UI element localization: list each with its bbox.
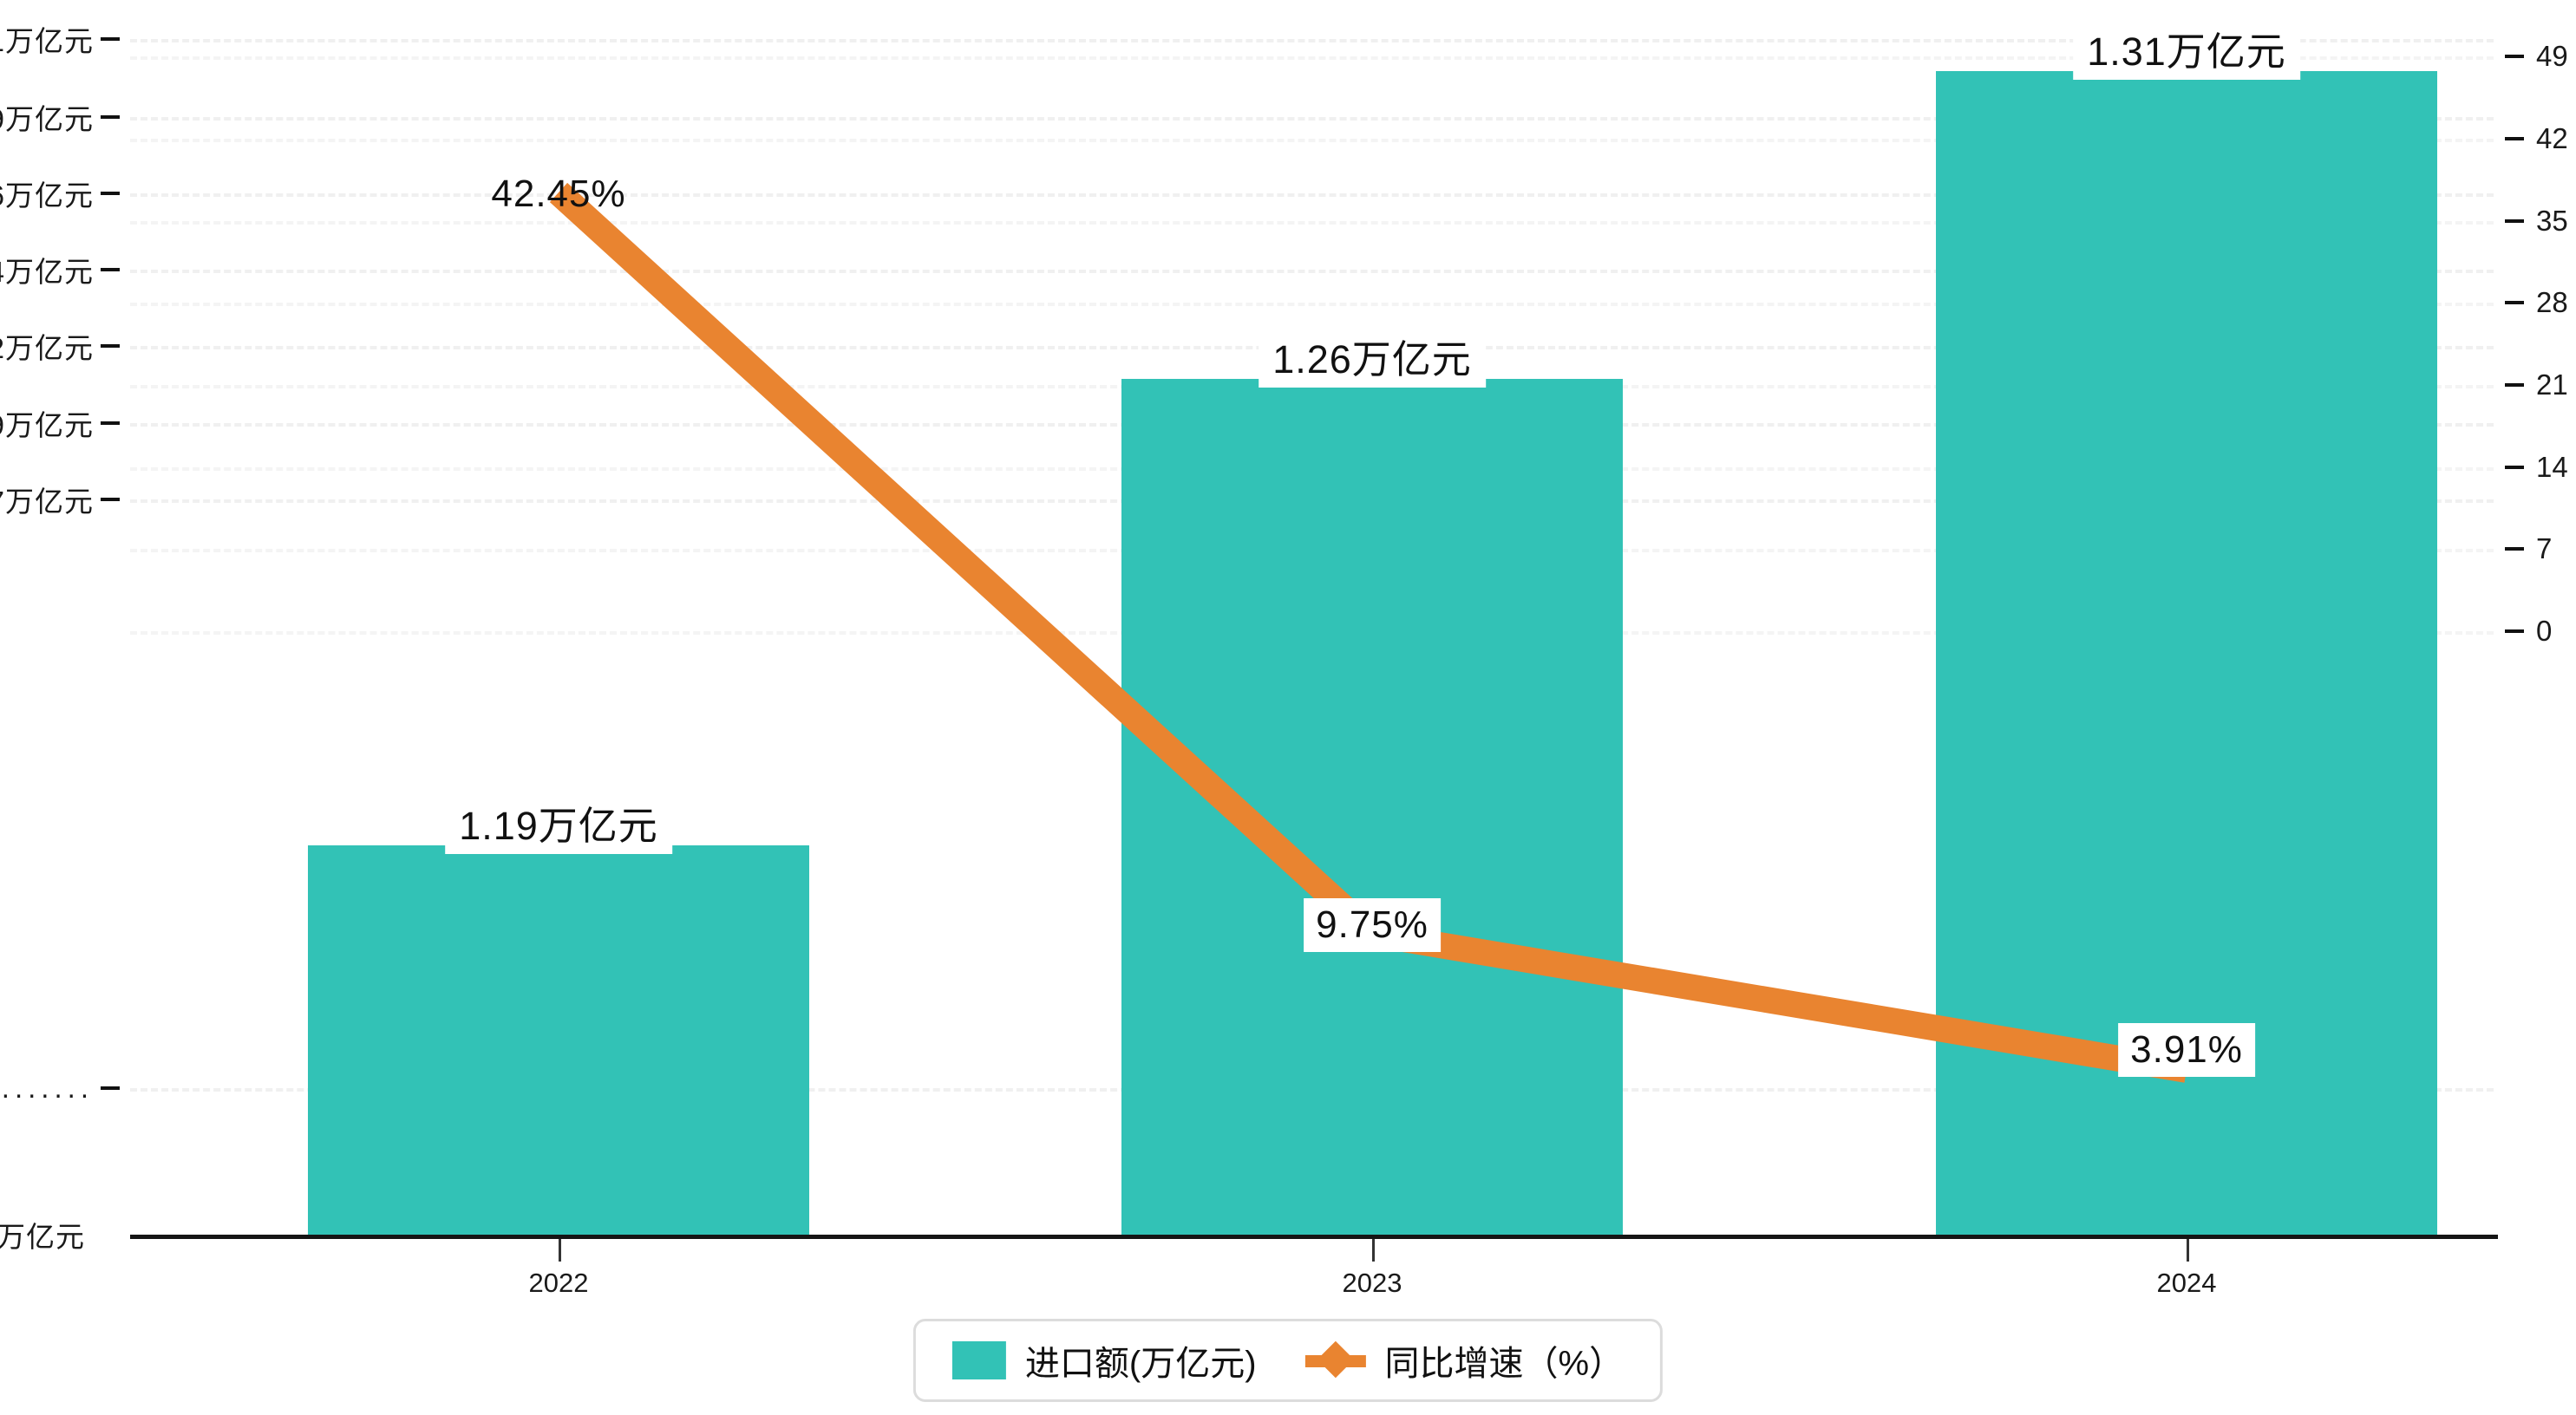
y-right-tick-label-7: 0 xyxy=(2536,615,2553,647)
line-value-label-2023: 9.75% xyxy=(1304,898,1441,952)
gridline-left-1 xyxy=(130,117,2494,121)
y-right-tick-mark-1 xyxy=(2505,137,2524,140)
x-tick-label-2024: 2024 xyxy=(2156,1268,2217,1298)
line-value-label-2022: 42.45% xyxy=(491,173,626,215)
bar-value-label-2023: 1.26万亿元 xyxy=(1259,324,1486,388)
y-left-tick-label-5: 1.19万亿元 xyxy=(0,409,94,441)
y-left-tick-label-8: 0万亿元 xyxy=(0,1221,85,1253)
y-right-tick-mark-5 xyxy=(2505,466,2524,469)
y-left-tick-label-1: 1.29万亿元 xyxy=(0,103,94,135)
legend-bar-swatch-icon xyxy=(951,1341,1006,1379)
x-tick-mark-2024 xyxy=(2187,1239,2189,1262)
y-left-tick-label-2: 1.26万亿元 xyxy=(0,179,94,212)
bar-value-label-2024: 1.31万亿元 xyxy=(2073,16,2300,80)
line-value-label-2024: 3.91% xyxy=(2118,1023,2255,1077)
legend-item-growth-rate[interactable]: 同比增速（%） xyxy=(1304,1335,1625,1386)
y-axis-right: 49 42 35 28 21 14 7 0 xyxy=(2498,0,2576,1275)
chart-legend: 进口额(万亿元) 同比增速（%） xyxy=(912,1319,1664,1402)
y-right-tick-mark-3 xyxy=(2505,301,2524,304)
bar-2022[interactable] xyxy=(308,845,809,1235)
y-left-tick-mark-2 xyxy=(101,192,120,195)
y-left-tick-label-0: 1.31万亿元 xyxy=(0,25,94,57)
legend-label-growth-rate: 同比增速（%） xyxy=(1384,1345,1625,1383)
y-left-tick-mark-7 xyxy=(101,1086,120,1090)
y-right-tick-mark-0 xyxy=(2505,55,2524,58)
y-left-tick-label-3: 1.24万亿元 xyxy=(0,256,94,288)
y-left-tick-label-6: 1.17万亿元 xyxy=(0,486,94,518)
gridline-right-1 xyxy=(130,139,2494,142)
bar-value-label-2022: 1.19万亿元 xyxy=(445,791,672,854)
y-left-tick-mark-5 xyxy=(101,421,120,425)
x-axis-line xyxy=(130,1235,2498,1239)
gridline-left-0 xyxy=(130,39,2494,42)
legend-line-diamond-icon xyxy=(1304,1340,1366,1379)
y-right-tick-mark-6 xyxy=(2505,547,2524,551)
y-right-tick-label-1: 42 xyxy=(2536,122,2568,154)
legend-label-import-value: 进口额(万亿元) xyxy=(1024,1345,1257,1383)
legend-item-import-value[interactable]: 进口额(万亿元) xyxy=(951,1335,1257,1386)
y-right-tick-label-3: 28 xyxy=(2536,286,2568,318)
y-left-tick-mark-3 xyxy=(101,268,120,271)
y-left-tick-mark-4 xyxy=(101,344,120,348)
x-tick-mark-2022 xyxy=(559,1239,561,1262)
y-left-tick-label-7: ......... xyxy=(0,1072,94,1104)
x-tick-label-2022: 2022 xyxy=(528,1268,589,1298)
y-right-tick-label-0: 49 xyxy=(2536,40,2568,72)
y-axis-left: 1.31万亿元 1.29万亿元 1.26万亿元 1.24万亿元 1.22万亿元 … xyxy=(0,0,130,1275)
x-tick-label-2023: 2023 xyxy=(1342,1268,1402,1298)
y-right-tick-mark-2 xyxy=(2505,219,2524,223)
y-left-tick-mark-1 xyxy=(101,115,120,119)
y-left-tick-label-4: 1.22万亿元 xyxy=(0,332,94,364)
gridline-right-0 xyxy=(130,56,2494,60)
y-right-tick-label-2: 35 xyxy=(2536,205,2568,237)
y-right-tick-label-6: 7 xyxy=(2536,532,2553,564)
y-right-tick-label-4: 21 xyxy=(2536,368,2568,401)
y-left-tick-mark-0 xyxy=(101,37,120,41)
y-right-tick-mark-4 xyxy=(2505,383,2524,387)
y-left-tick-mark-6 xyxy=(101,498,120,501)
x-tick-mark-2023 xyxy=(1372,1239,1375,1262)
y-right-tick-mark-7 xyxy=(2505,629,2524,633)
y-right-tick-label-5: 14 xyxy=(2536,451,2568,483)
bar-2023[interactable] xyxy=(1121,379,1623,1235)
